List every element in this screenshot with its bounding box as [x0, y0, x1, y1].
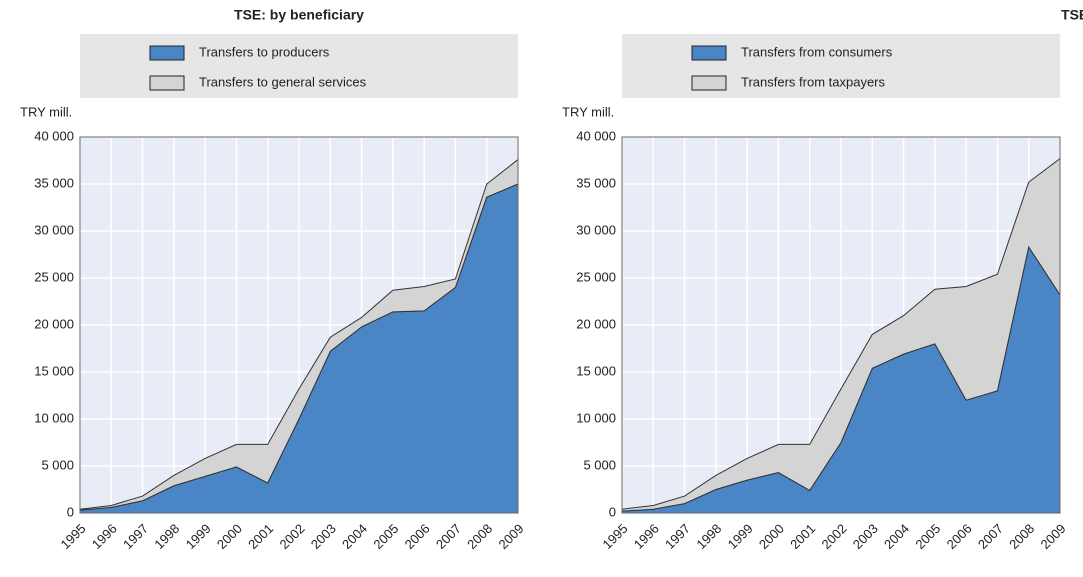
- x-tick-label: 1999: [725, 521, 756, 552]
- x-tick-label: 1997: [662, 521, 693, 552]
- x-tick-label: 2004: [881, 521, 912, 552]
- legend-swatch: [149, 45, 185, 61]
- x-tick-label: 1995: [599, 521, 630, 552]
- y-tick-label: 10 000: [576, 410, 616, 425]
- y-tick-label: 5 000: [583, 457, 616, 472]
- x-tick-label: 2000: [756, 521, 787, 552]
- legend-label: Transfers from taxpayers: [741, 74, 886, 89]
- y-tick-label: 40 000: [34, 128, 74, 143]
- y-tick-label: 0: [609, 504, 616, 519]
- x-tick-label: 2000: [214, 521, 245, 552]
- x-tick-label: 1996: [89, 521, 120, 552]
- plot-frame: [79, 136, 519, 514]
- y-axis-label: TRY mill.: [562, 104, 614, 119]
- x-tick-label: 2004: [339, 521, 370, 552]
- x-tick-label: 2005: [912, 521, 943, 552]
- y-tick-label: 20 000: [34, 316, 74, 331]
- x-tick-label: 2007: [975, 521, 1006, 552]
- y-tick-label: 15 000: [576, 363, 616, 378]
- x-tick-label: 1998: [693, 521, 724, 552]
- legend-swatch: [691, 75, 727, 91]
- plot-frame: [621, 136, 1061, 514]
- chart: TSE: by source Transfers from consumers Tr…: [562, 7, 1083, 552]
- x-tick-label: 2002: [818, 521, 849, 552]
- y-tick-label: 15 000: [34, 363, 74, 378]
- legend-label: Transfers to producers: [199, 44, 330, 59]
- y-tick-label: 5 000: [41, 457, 74, 472]
- chart-title: TSE: by source: [1061, 7, 1083, 23]
- x-tick-label: 2009: [1037, 521, 1068, 552]
- y-tick-label: 30 000: [34, 222, 74, 237]
- y-tick-label: 30 000: [576, 222, 616, 237]
- x-tick-label: 2008: [464, 521, 495, 552]
- x-tick-label: 1998: [151, 521, 182, 552]
- x-tick-label: 2007: [433, 521, 464, 552]
- x-tick-label: 2003: [308, 521, 339, 552]
- legend-swatch: [691, 45, 727, 61]
- x-tick-label: 1999: [183, 521, 214, 552]
- y-tick-label: 35 000: [34, 175, 74, 190]
- x-tick-label: 1995: [57, 521, 88, 552]
- x-tick-label: 2009: [495, 521, 526, 552]
- x-tick-label: 2003: [850, 521, 881, 552]
- chart-title: TSE: by beneficiary: [234, 7, 364, 23]
- x-tick-label: 2002: [276, 521, 307, 552]
- y-tick-label: 10 000: [34, 410, 74, 425]
- x-tick-label: 2008: [1006, 521, 1037, 552]
- x-tick-label: 1996: [631, 521, 662, 552]
- chart: TSE: by beneficiary Transfers to producer…: [20, 7, 527, 552]
- y-tick-label: 25 000: [576, 269, 616, 284]
- x-tick-label: 1997: [120, 521, 151, 552]
- x-tick-label: 2006: [402, 521, 433, 552]
- y-tick-label: 20 000: [576, 316, 616, 331]
- y-tick-label: 35 000: [576, 175, 616, 190]
- x-tick-label: 2005: [370, 521, 401, 552]
- legend-swatch: [149, 75, 185, 91]
- y-axis-label: TRY mill.: [20, 104, 72, 119]
- x-tick-label: 2001: [245, 521, 276, 552]
- legend-label: Transfers from consumers: [741, 44, 893, 59]
- y-tick-label: 0: [67, 504, 74, 519]
- legend-label: Transfers to general services: [199, 74, 367, 89]
- x-tick-label: 2001: [787, 521, 818, 552]
- y-tick-label: 25 000: [34, 269, 74, 284]
- y-tick-label: 40 000: [576, 128, 616, 143]
- x-tick-label: 2006: [944, 521, 975, 552]
